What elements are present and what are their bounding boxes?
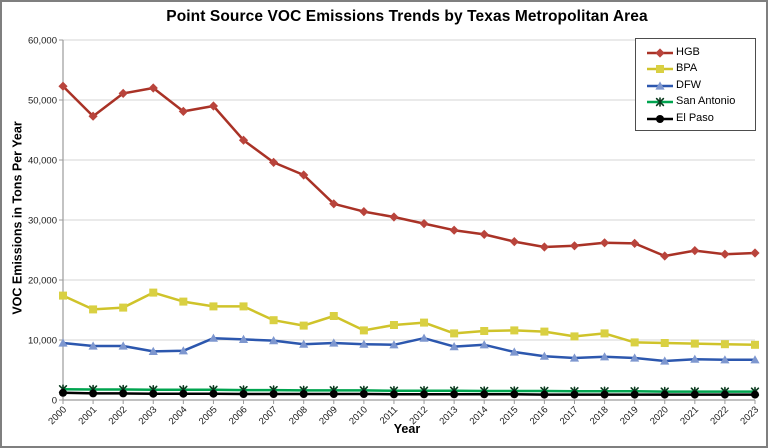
x-axis-title: Year [393, 422, 421, 436]
bpa-line [61, 291, 757, 347]
legend-label-bpa: BPA [676, 62, 698, 74]
legend: HGB BPA DFW San Antonio El Paso [635, 38, 756, 131]
legend-label-san-antonio: San Antonio [676, 95, 736, 107]
svg-text:10,000: 10,000 [28, 336, 57, 347]
svg-text:30,000: 30,000 [28, 216, 57, 227]
legend-label-el-paso: El Paso [676, 111, 714, 124]
san-antonio-line [61, 387, 757, 393]
hgb-line [61, 84, 757, 258]
chart-title: Point Source VOC Emissions Trends by Tex… [166, 8, 648, 25]
bpa-series [59, 288, 759, 349]
y-axis-title: VOC Emissions in Tons Per Year [11, 121, 26, 315]
el-paso-circle-marker-icon [645, 112, 675, 124]
dfw-line [61, 336, 757, 363]
legend-item-san-antonio: San Antonio [645, 94, 749, 109]
hgb-diamond-marker-icon [645, 46, 675, 58]
legend-item-el-paso: El Paso [645, 110, 749, 125]
legend-label-dfw: DFW [676, 78, 702, 91]
svg-text:0: 0 [52, 396, 57, 407]
legend-item-hgb: HGB [645, 44, 749, 59]
el-paso-series [59, 388, 759, 399]
el-paso-line [61, 391, 757, 396]
svg-text:20,000: 20,000 [28, 276, 57, 287]
svg-text:40,000: 40,000 [28, 156, 57, 167]
legend-item-bpa: BPA [645, 61, 749, 76]
legend-item-dfw: DFW [645, 77, 749, 92]
dfw-series [58, 333, 760, 365]
y-axis-ticks: 0 10,000 20,000 30,000 40,000 50,000 60,000 [28, 36, 63, 407]
y-axis-title-wrap: VOC Emissions in Tons Per Year [4, 38, 32, 398]
svg-text:50,000: 50,000 [28, 96, 57, 107]
bpa-square-marker-icon [645, 62, 675, 74]
dfw-triangle-marker-icon [645, 79, 675, 91]
legend-label-hgb: HGB [676, 45, 700, 58]
san-antonio-xstar-marker-icon [645, 95, 675, 107]
hgb-series [58, 81, 760, 261]
svg-text:60,000: 60,000 [28, 36, 57, 47]
